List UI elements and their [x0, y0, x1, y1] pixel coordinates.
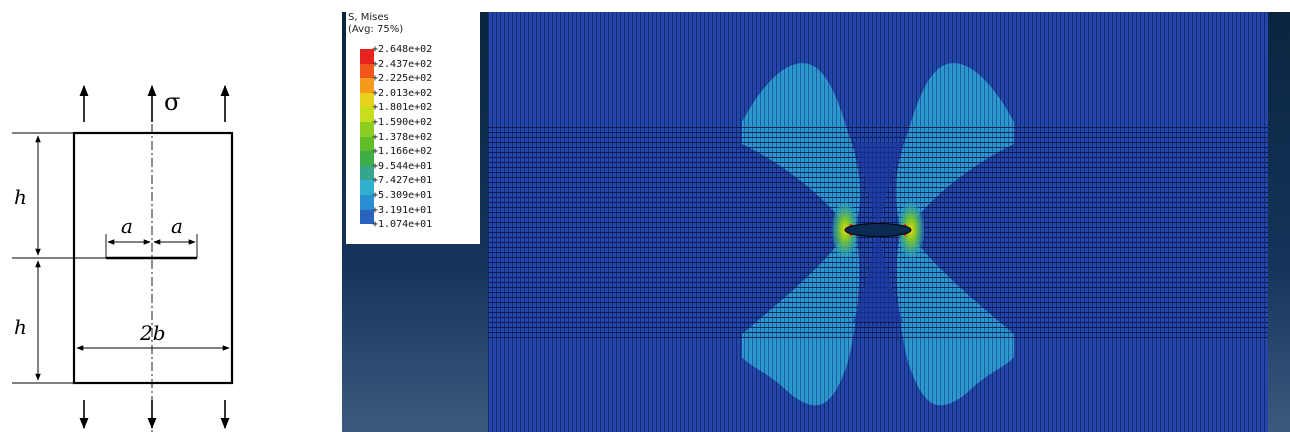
legend-value: +5.309e+01: [372, 190, 433, 201]
legend-value: +9.544e+01: [372, 160, 433, 172]
legend-value: +1.074e+01: [372, 219, 433, 231]
legend-color-swatch: [360, 63, 374, 79]
crack-specimen-schematic: σ σ h h a a 2b: [12, 84, 234, 432]
legend-color-swatch: [360, 122, 374, 137]
h-top-label: h: [14, 185, 27, 209]
sigma-bottom-label: σ: [119, 424, 135, 432]
legend-value: +1.378e+02: [372, 131, 433, 143]
crack-opening: [844, 223, 912, 237]
width-label: 2b: [139, 321, 166, 345]
a-left-label: a: [121, 214, 133, 238]
legend-color-swatch: [360, 49, 374, 64]
legend-value: +3.191e+01: [372, 204, 433, 216]
legend-color-swatch: [360, 78, 374, 93]
legend-value: +2.437e+02: [372, 58, 433, 70]
legend-color-swatch: [360, 209, 374, 225]
a-right-label: a: [171, 214, 183, 238]
legend-color-swatch: [360, 165, 374, 181]
legend-value: +2.225e+02: [372, 73, 433, 85]
sigma-top-label: σ: [164, 88, 180, 116]
legend-value: +1.590e+02: [372, 117, 433, 128]
h-bottom-label: h: [14, 315, 27, 339]
stress-legend: S, Mises (Avg: 75%) +2.648e+02 +2.437e+02…: [346, 12, 480, 244]
legend-subtitle: (Avg: 75%): [348, 24, 404, 35]
legend-value: +2.648e+02: [372, 44, 433, 55]
fe-viewport: S, Mises (Avg: 75%) +2.648e+02 +2.437e+02…: [342, 12, 1290, 432]
legend-value: +1.801e+02: [372, 102, 433, 114]
von-mises-contour-plot: [488, 12, 1268, 432]
legend-color-swatch: [360, 151, 374, 166]
legend-color-swatch: [360, 92, 374, 108]
legend-value: +7.427e+01: [372, 175, 433, 187]
legend-color-swatch: [360, 180, 374, 195]
legend-color-swatch: [360, 107, 374, 122]
legend-color-swatch: [360, 195, 374, 210]
legend-value: +2.013e+02: [372, 87, 433, 99]
legend-value: +1.166e+02: [372, 146, 433, 158]
legend-title: S, Mises: [348, 12, 389, 23]
legend-color-swatch: [360, 136, 374, 152]
